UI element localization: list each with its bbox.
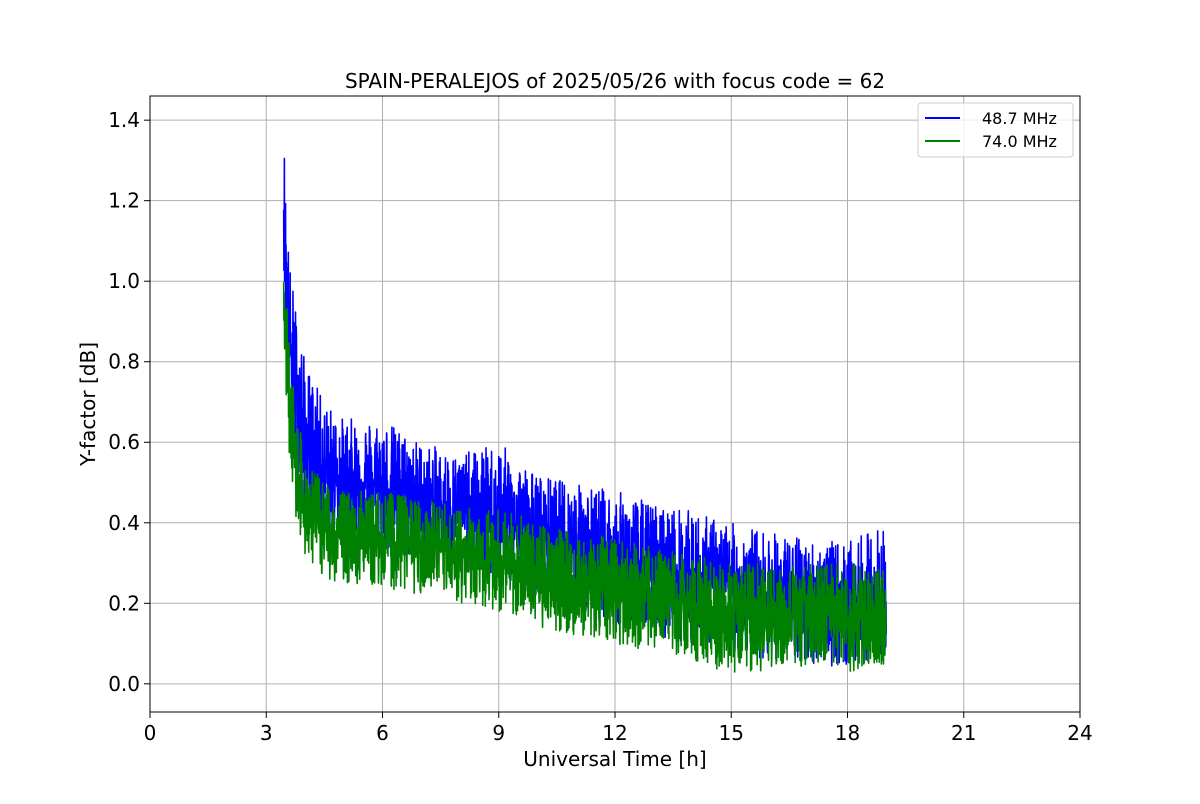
x-tick-label: 0: [144, 721, 157, 745]
data-series: [282, 157, 888, 673]
legend-label-74-0-mhz: 74.0 MHz: [982, 132, 1057, 151]
y-tick-label: 0.6: [108, 430, 140, 454]
legend: 48.7 MHz 74.0 MHz: [917, 102, 1074, 158]
legend-box: [917, 102, 1074, 158]
chart-title: SPAIN-PERALEJOS of 2025/05/26 with focus…: [345, 69, 885, 93]
x-tick-label: 6: [376, 721, 389, 745]
series-line-0: [282, 157, 888, 667]
y-tick-label: 0.8: [108, 350, 140, 374]
series-line-1: [282, 281, 887, 673]
x-tick-label: 9: [492, 721, 505, 745]
y-tick-label: 0.4: [108, 511, 140, 535]
x-tick-label: 15: [719, 721, 744, 745]
legend-label-48-7-mhz: 48.7 MHz: [982, 109, 1057, 128]
x-tick-label: 21: [951, 721, 976, 745]
y-tick-label: 1.4: [108, 108, 140, 132]
y-tick-label: 0.0: [108, 672, 140, 696]
x-tick-label: 24: [1067, 721, 1092, 745]
x-axis-title: Universal Time [h]: [523, 747, 706, 771]
x-tick-label: 3: [260, 721, 273, 745]
y-ticks: 0.0 0.2 0.4 0.6 0.8 1.0 1.2 1.4: [108, 108, 150, 696]
y-tick-label: 1.0: [108, 269, 140, 293]
x-tick-label: 12: [602, 721, 627, 745]
y-axis-title: Y-factor [dB]: [76, 342, 100, 467]
x-ticks: 0 3 6 9 12 15 18 21 24: [144, 712, 1093, 745]
x-tick-label: 18: [835, 721, 860, 745]
y-tick-label: 1.2: [108, 189, 140, 213]
y-tick-label: 0.2: [108, 591, 140, 615]
